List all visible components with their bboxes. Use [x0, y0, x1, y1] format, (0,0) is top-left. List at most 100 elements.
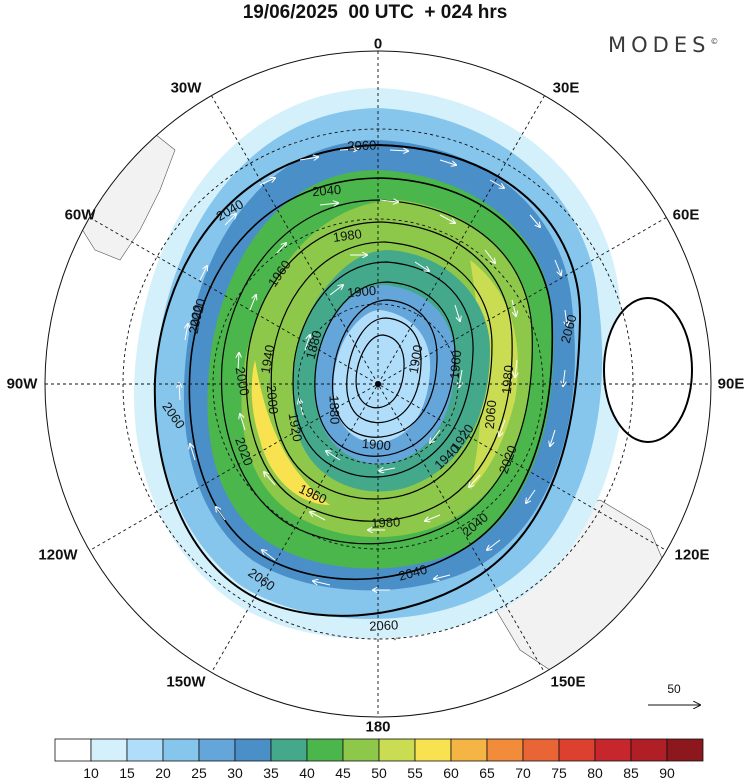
forecast-title: 19/06/2025 00 UTC + 024 hrs [242, 2, 508, 23]
wind-vector [469, 474, 481, 487]
wind-vector [262, 550, 276, 561]
colorbar-swatch [378, 738, 416, 762]
colorbar-swatch [450, 738, 488, 762]
contour-label: 1880 [303, 329, 325, 361]
wind-vector [439, 159, 456, 165]
colorbar-tick-label: 75 [551, 765, 567, 781]
contour-label: 1900 [361, 436, 391, 453]
wind-vector [439, 214, 455, 223]
colorbar-swatch [162, 738, 200, 762]
colorbar-tick-label: 35 [263, 765, 279, 781]
wind-vector [264, 472, 276, 486]
colorbar-tick-label: 20 [155, 765, 171, 781]
brand-logo: MODES© [608, 33, 718, 57]
vector-scale-label: 50 [667, 682, 681, 696]
wind-vector [499, 419, 506, 436]
colorbar-tick-label: 65 [479, 765, 495, 781]
wind-vector [529, 214, 540, 227]
colorbar-swatch [306, 738, 344, 762]
contour-label: 1900 [347, 283, 377, 300]
south-pole-marker [375, 381, 381, 387]
colorbar-swatch [54, 738, 92, 762]
wind-vector [224, 214, 236, 226]
colorbar: 10 15 20 25 30 35 40 45 50 55 60 65 70 75 80 85 90 [54, 738, 704, 781]
cutoff-low-region [604, 298, 692, 442]
contour-2040 [188, 177, 554, 580]
contour-1920 [331, 299, 438, 438]
colorbar-tick-label: 10 [83, 765, 99, 781]
wind-vector [563, 369, 565, 386]
lon-label-150e: 150E [550, 673, 586, 691]
wind-vector [550, 429, 556, 446]
wind-vector [238, 353, 239, 371]
wind-vector [299, 157, 318, 160]
colorbar-tick-label: 80 [587, 765, 603, 781]
wind-vector [199, 266, 207, 281]
contour-1980 [270, 241, 493, 500]
contour-2060 [153, 143, 582, 617]
contour-label: 2000 [233, 366, 253, 397]
colorbar-tick-label: 15 [119, 765, 135, 781]
colorbar-swatch [666, 738, 704, 762]
wind-vector [389, 150, 408, 151]
wind-vector [329, 285, 343, 296]
wind-vector [190, 444, 196, 461]
lon-label-30e: 30E [552, 79, 580, 97]
latitude-circle [297, 303, 459, 465]
brand-mark: © [710, 37, 719, 46]
wind-vector [414, 261, 429, 271]
wind-vector [430, 429, 441, 443]
colorbar-tick-label: 50 [371, 765, 387, 781]
wind-vector [216, 507, 226, 521]
colorbar-swatch [126, 738, 164, 762]
wind-vector [425, 514, 441, 521]
contour-label: 1920 [286, 412, 306, 443]
colorbar-tick-label: 70 [515, 765, 531, 781]
map-border [44, 50, 712, 718]
wind-vector [484, 249, 495, 263]
wind-vector [313, 581, 331, 586]
colorbar-tick-label: 90 [659, 765, 675, 781]
lon-label-180: 180 [365, 718, 391, 736]
colorbar-tick-label: 40 [299, 765, 315, 781]
lon-label-120e: 120E [674, 546, 710, 564]
lon-label-60e: 60E [672, 206, 700, 224]
colorbar-swatch [414, 738, 452, 762]
wind-vector [319, 203, 338, 205]
brand-name: MODES [608, 33, 711, 57]
colorbar-tick-label: 30 [227, 765, 243, 781]
lon-label-90w: 90W [6, 375, 38, 393]
contour-label: 1940 [258, 344, 278, 375]
wind-vector [515, 359, 517, 377]
contour-2000 [245, 221, 513, 522]
colorbar-tick-label: 60 [443, 765, 459, 781]
wind-vector [326, 451, 341, 461]
contour-label: 2060 [482, 400, 499, 430]
contour-1880 [355, 334, 405, 409]
contour-2020 [220, 199, 533, 545]
contour-label: 2060 [369, 617, 399, 633]
wind-vector [310, 512, 326, 521]
contour-label: 2000 [264, 385, 281, 415]
wind-vector [185, 324, 188, 341]
wind-vector [526, 489, 536, 503]
wind-vector [554, 259, 561, 275]
contour-label: 2040 [397, 562, 429, 584]
lon-label-150w: 150W [166, 673, 206, 691]
cutoff-low-contour [603, 297, 693, 443]
contour-1900 [346, 317, 422, 424]
colorbar-tick-label: 45 [335, 765, 351, 781]
colorbar-swatch [594, 738, 632, 762]
contour-label: 1960 [447, 350, 464, 380]
lon-label-90e: 90E [717, 375, 745, 393]
geopotential-contours [153, 143, 582, 617]
wind-vector [249, 295, 256, 311]
lon-label-60w: 60W [64, 206, 96, 224]
contour-1960 [292, 261, 474, 478]
colorbar-swatch [522, 738, 560, 762]
lon-label-0: 0 [373, 35, 383, 53]
contour-label: 2020 [187, 297, 209, 329]
wind-vector [179, 383, 180, 401]
colorbar-swatch [558, 738, 596, 762]
contour-label: 2060 [558, 313, 580, 345]
